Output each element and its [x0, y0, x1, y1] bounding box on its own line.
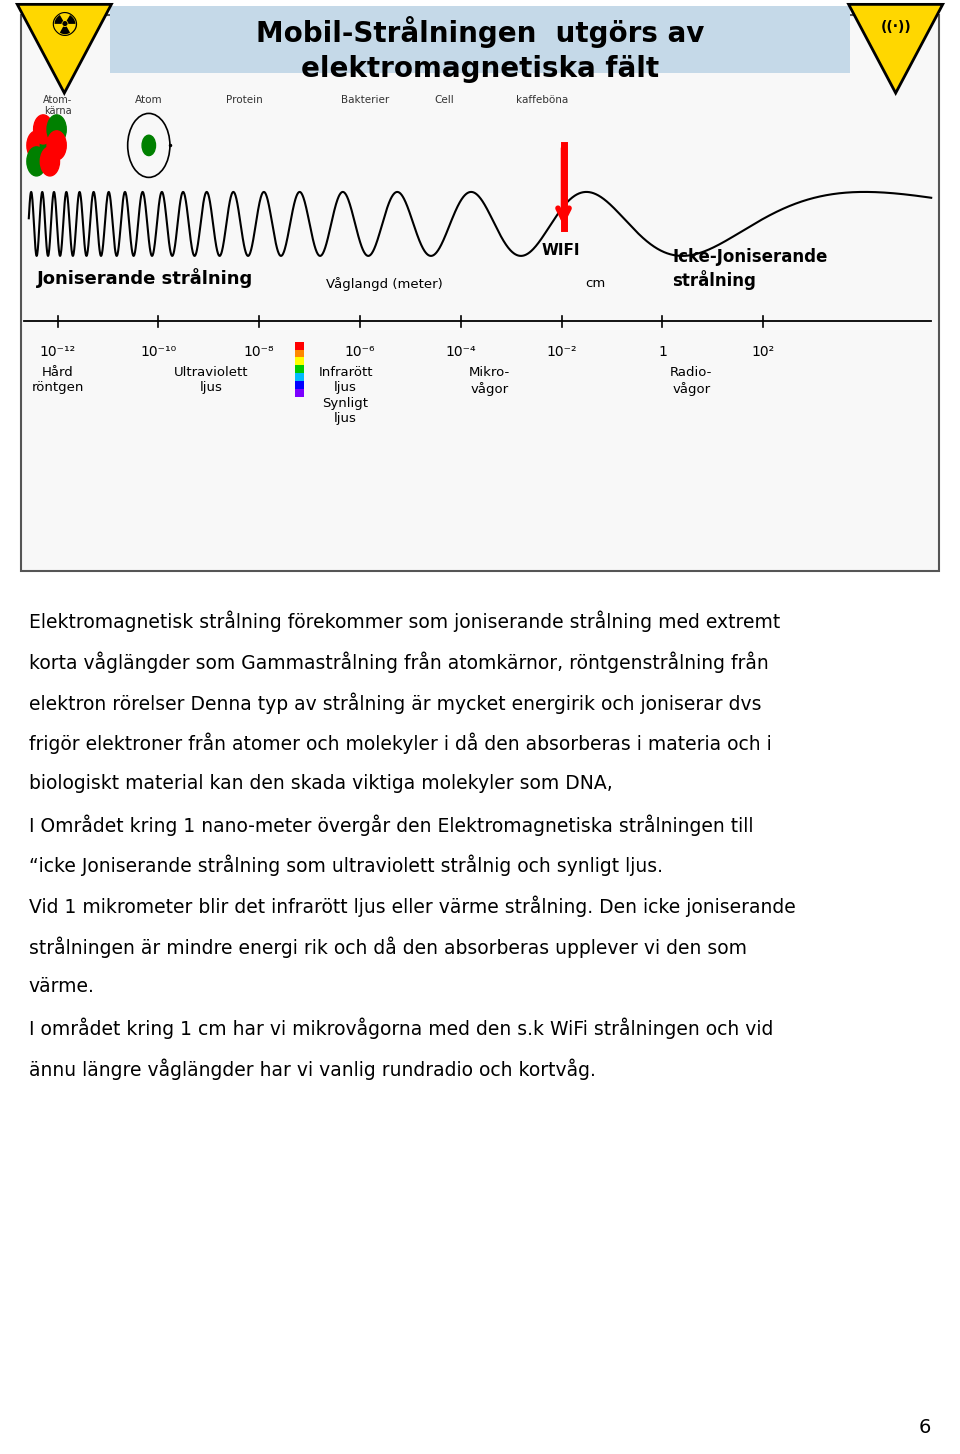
Text: Mikro-
vågor: Mikro- vågor — [469, 366, 510, 395]
Text: “icke Joniserande strålning som ultraviolett strålnig och synligt ljus.: “icke Joniserande strålning som ultravio… — [29, 855, 662, 877]
Text: korta våglängder som Gammastrålning från atomkärnor, röntgenstrålning från: korta våglängder som Gammastrålning från… — [29, 651, 769, 673]
Bar — [295, 381, 304, 390]
Text: ännu längre våglängder har vi vanlig rundradio och kortvåg.: ännu längre våglängder har vi vanlig run… — [29, 1059, 595, 1080]
Circle shape — [27, 147, 46, 176]
Text: kaffeböna: kaffeböna — [516, 95, 568, 105]
Text: Infrarött
ljus: Infrarött ljus — [319, 366, 372, 394]
Text: Atom: Atom — [135, 95, 162, 105]
Text: WIFI: WIFI — [541, 243, 580, 257]
Text: Bakterier: Bakterier — [341, 95, 389, 105]
Text: Radio-
vågor: Radio- vågor — [670, 366, 712, 395]
Text: 10⁻⁸: 10⁻⁸ — [244, 345, 275, 359]
Bar — [295, 342, 304, 349]
Text: Elektromagnetisk strålning förekommer som joniserande strålning med extremt: Elektromagnetisk strålning förekommer so… — [29, 611, 780, 632]
Text: Mobil-Strålningen  utgörs av
elektromagnetiska fält: Mobil-Strålningen utgörs av elektromagne… — [255, 16, 705, 83]
Text: ((·)): ((·)) — [880, 20, 911, 33]
Bar — [110, 6, 850, 73]
Circle shape — [142, 135, 156, 156]
Text: Icke-Joniserande
strålning: Icke-Joniserande strålning — [672, 247, 828, 291]
Bar — [295, 365, 304, 374]
Circle shape — [47, 131, 66, 160]
Bar — [295, 390, 304, 397]
Text: 6: 6 — [919, 1418, 931, 1437]
Text: biologiskt material kan den skada viktiga molekyler som DNA,: biologiskt material kan den skada viktig… — [29, 774, 612, 792]
Text: cm: cm — [585, 278, 606, 289]
Circle shape — [40, 131, 60, 160]
Text: Synligt
ljus: Synligt ljus — [323, 397, 369, 425]
Polygon shape — [849, 4, 943, 93]
Text: I området kring 1 cm har vi mikrovågorna med den s.k WiFi strålningen och vid: I området kring 1 cm har vi mikrovågorna… — [29, 1018, 773, 1040]
Text: Joniserande strålning: Joniserande strålning — [36, 268, 252, 288]
Text: 10⁻²: 10⁻² — [546, 345, 577, 359]
Text: 10⁻¹⁰: 10⁻¹⁰ — [140, 345, 177, 359]
Circle shape — [40, 147, 60, 176]
Circle shape — [47, 115, 66, 144]
Polygon shape — [17, 4, 111, 93]
Text: värme.: värme. — [29, 977, 95, 996]
Text: 1: 1 — [658, 345, 667, 359]
Text: ☢: ☢ — [49, 10, 80, 44]
Text: 10²: 10² — [752, 345, 775, 359]
Bar — [295, 349, 304, 358]
Text: Protein: Protein — [227, 95, 263, 105]
Text: 10⁻⁶: 10⁻⁶ — [345, 345, 375, 359]
Circle shape — [34, 115, 53, 144]
Bar — [295, 358, 304, 365]
Bar — [295, 374, 304, 381]
Text: I Området kring 1 nano-meter övergår den Elektromagnetiska strålningen till: I Området kring 1 nano-meter övergår den… — [29, 814, 754, 836]
Text: frigör elektroner från atomer och molekyler i då den absorberas i materia och i: frigör elektroner från atomer och moleky… — [29, 733, 772, 755]
Text: strålningen är mindre energi rik och då den absorberas upplever vi den som: strålningen är mindre energi rik och då … — [29, 936, 747, 958]
Text: Våglangd (meter): Våglangd (meter) — [325, 276, 443, 291]
Text: Vid 1 mikrometer blir det infrarött ljus eller värme strålning. Den icke joniser: Vid 1 mikrometer blir det infrarött ljus… — [29, 896, 796, 917]
Text: 10⁻⁴: 10⁻⁴ — [445, 345, 476, 359]
Text: elektron rörelser Denna typ av strålning är mycket energirik och joniserar dvs: elektron rörelser Denna typ av strålning… — [29, 692, 761, 714]
Circle shape — [27, 131, 46, 160]
Text: Ultraviolett
ljus: Ultraviolett ljus — [174, 366, 249, 394]
Text: Atom-
kärna: Atom- kärna — [43, 95, 72, 116]
Text: Cell: Cell — [435, 95, 454, 105]
Text: 10⁻¹²: 10⁻¹² — [39, 345, 76, 359]
Text: Hård
röntgen: Hård röntgen — [32, 366, 84, 394]
Bar — [21, 15, 939, 571]
